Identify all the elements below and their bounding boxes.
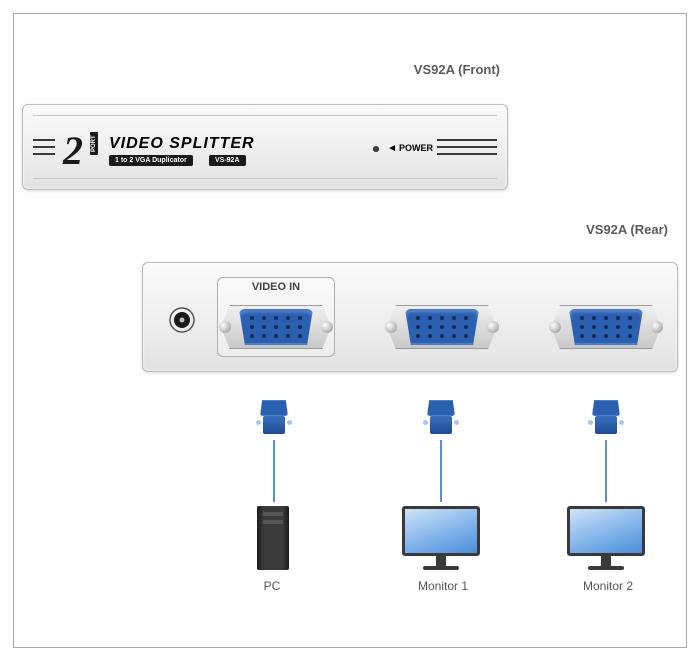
cable-2 [440, 440, 442, 502]
video-in-vga-port [221, 305, 331, 349]
monitor-1-icon [402, 506, 480, 570]
vga-connector-1 [259, 400, 289, 440]
device-label-monitor1: Monitor 1 [404, 579, 482, 593]
vga-connector-2 [426, 400, 456, 440]
front-label: VS92A (Front) [414, 62, 500, 77]
front-bottom-line [33, 178, 497, 179]
front-subtitle2: VS-92A [209, 155, 246, 166]
front-title: VIDEO SPLITTER [109, 135, 255, 153]
device-label-monitor2: Monitor 2 [569, 579, 647, 593]
front-stripes-left [33, 139, 55, 157]
video-in-label: VIDEO IN [217, 281, 335, 293]
dc-jack-icon [169, 307, 195, 333]
front-subtitle1: 1 to 2 VGA Duplicator [109, 155, 193, 166]
front-stripes-right [437, 139, 497, 157]
power-led [373, 146, 379, 152]
device-label-pc: PC [242, 579, 302, 593]
vga-connector-3 [591, 400, 621, 440]
front-top-line [33, 115, 497, 116]
device-rear: VIDEO IN [142, 262, 678, 372]
cable-3 [605, 440, 607, 502]
out-2-vga-port [551, 305, 661, 349]
monitor-2-icon [567, 506, 645, 570]
front-big-number: 2 [63, 127, 81, 174]
power-label: POWER [399, 143, 433, 153]
out-1-vga-port [387, 305, 497, 349]
power-arrow-icon: ◄ [387, 143, 397, 154]
device-front: 2 PORT VIDEO SPLITTER 1 to 2 VGA Duplica… [22, 104, 508, 190]
cable-1 [273, 440, 275, 502]
pc-icon [252, 506, 294, 570]
rear-label: VS92A (Rear) [586, 222, 668, 237]
diagram-frame: VS92A (Front) 2 PORT VIDEO SPLITTER 1 to… [13, 13, 687, 648]
front-port-tag: PORT [90, 132, 98, 155]
